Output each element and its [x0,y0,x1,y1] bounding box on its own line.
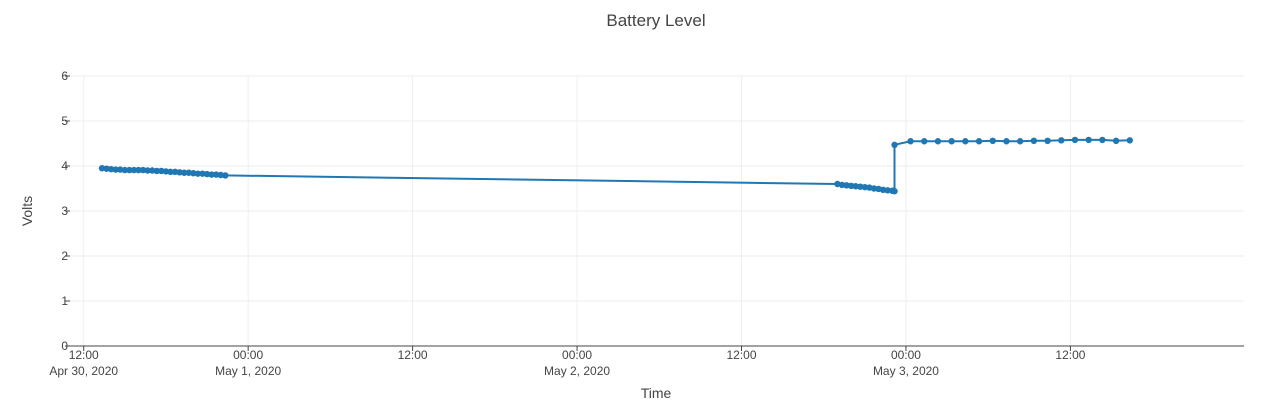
data-point [130,166,138,174]
data-point [1071,136,1079,144]
x-tick-label: 00:00 [891,348,921,362]
data-point [222,172,229,179]
data-point [208,171,215,178]
data-point [181,169,188,176]
data-point [1003,138,1010,145]
data-point [1126,137,1133,144]
x-tick-date-label: May 1, 2020 [215,364,281,378]
data-point [989,137,996,144]
x-tick-label: 12:00 [1055,348,1085,362]
data-point [194,170,202,177]
data-point [121,166,129,174]
data-point [975,138,983,145]
y-tick-label: 4 [61,159,68,173]
x-tick-date-label: Apr 30, 2020 [49,364,118,378]
y-tick-label: 0 [61,339,68,353]
data-point [934,138,942,145]
x-tick-label: 12:00 [69,348,99,362]
data-point [962,138,969,145]
data-point [891,188,898,195]
x-tick-date-label: May 2, 2020 [544,364,610,378]
data-point [948,138,955,145]
data-point [1085,136,1092,144]
x-tick-date-label: May 3, 2020 [873,364,939,378]
data-point [1030,137,1038,144]
data-point [1112,137,1120,144]
data-point [921,138,928,145]
series-markers [98,136,1133,195]
data-point [112,166,119,173]
y-tick-label: 1 [61,294,68,308]
data-point [144,167,151,174]
data-point [135,166,142,174]
y-tick-label: 6 [61,69,68,83]
x-axis-title: Time [641,385,672,401]
data-point [1016,138,1024,145]
y-tick-label: 3 [61,204,68,218]
data-point [891,141,898,149]
data-point [1058,137,1065,144]
data-point [907,138,914,145]
y-tick-labels: 0 1 2 3 4 5 6 [61,69,70,353]
data-point [126,166,133,174]
chart-title: Battery Level [606,11,705,30]
data-point [1099,136,1106,144]
data-point [153,167,160,175]
x-tick-label: 00:00 [562,348,592,362]
data-point [1044,137,1051,144]
grid-lines [70,75,1244,346]
y-axis-title: Volts [19,196,35,226]
x-tick-label: 12:00 [726,348,756,362]
x-tick-label: 00:00 [233,348,263,362]
y-tick-label: 5 [61,114,68,128]
data-point [167,168,174,176]
x-tick-label: 12:00 [398,348,428,362]
y-tick-label: 2 [61,249,68,263]
x-tick-labels: 12:00 Apr 30, 2020 00:00 May 1, 2020 12:00 00… [49,346,1086,378]
